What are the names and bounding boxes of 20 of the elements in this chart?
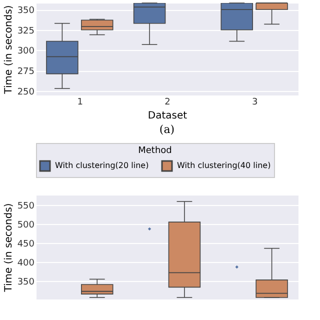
y-tick-label: 350	[17, 278, 35, 288]
y-tick-label: 300	[17, 46, 35, 57]
y-tick-label: 325	[17, 26, 34, 36]
y-tick-label: 250	[17, 87, 35, 98]
y-tick-label: 450	[17, 240, 35, 250]
x-tick-label: 1	[77, 98, 84, 108]
y-tick-label: 350	[17, 6, 35, 16]
x-axis-title: Dataset	[148, 110, 188, 122]
legend-label: With clustering(40 line)	[177, 161, 271, 170]
legend-title: Method	[138, 146, 172, 156]
text: (a)	[159, 123, 175, 136]
x-tick-label: 2	[164, 98, 170, 108]
y-tick-label: 550	[17, 201, 35, 212]
y-axis-title: Time (in seconds)	[3, 203, 14, 293]
y-tick-label: 275	[17, 67, 34, 78]
y-axis-title: Time (in seconds)	[3, 5, 14, 95]
legend-label: With clustering(20 line)	[55, 161, 149, 170]
y-tick-label: 500	[17, 220, 35, 230]
y-tick-label: 400	[17, 258, 35, 269]
x-tick-label: 3	[252, 98, 258, 108]
